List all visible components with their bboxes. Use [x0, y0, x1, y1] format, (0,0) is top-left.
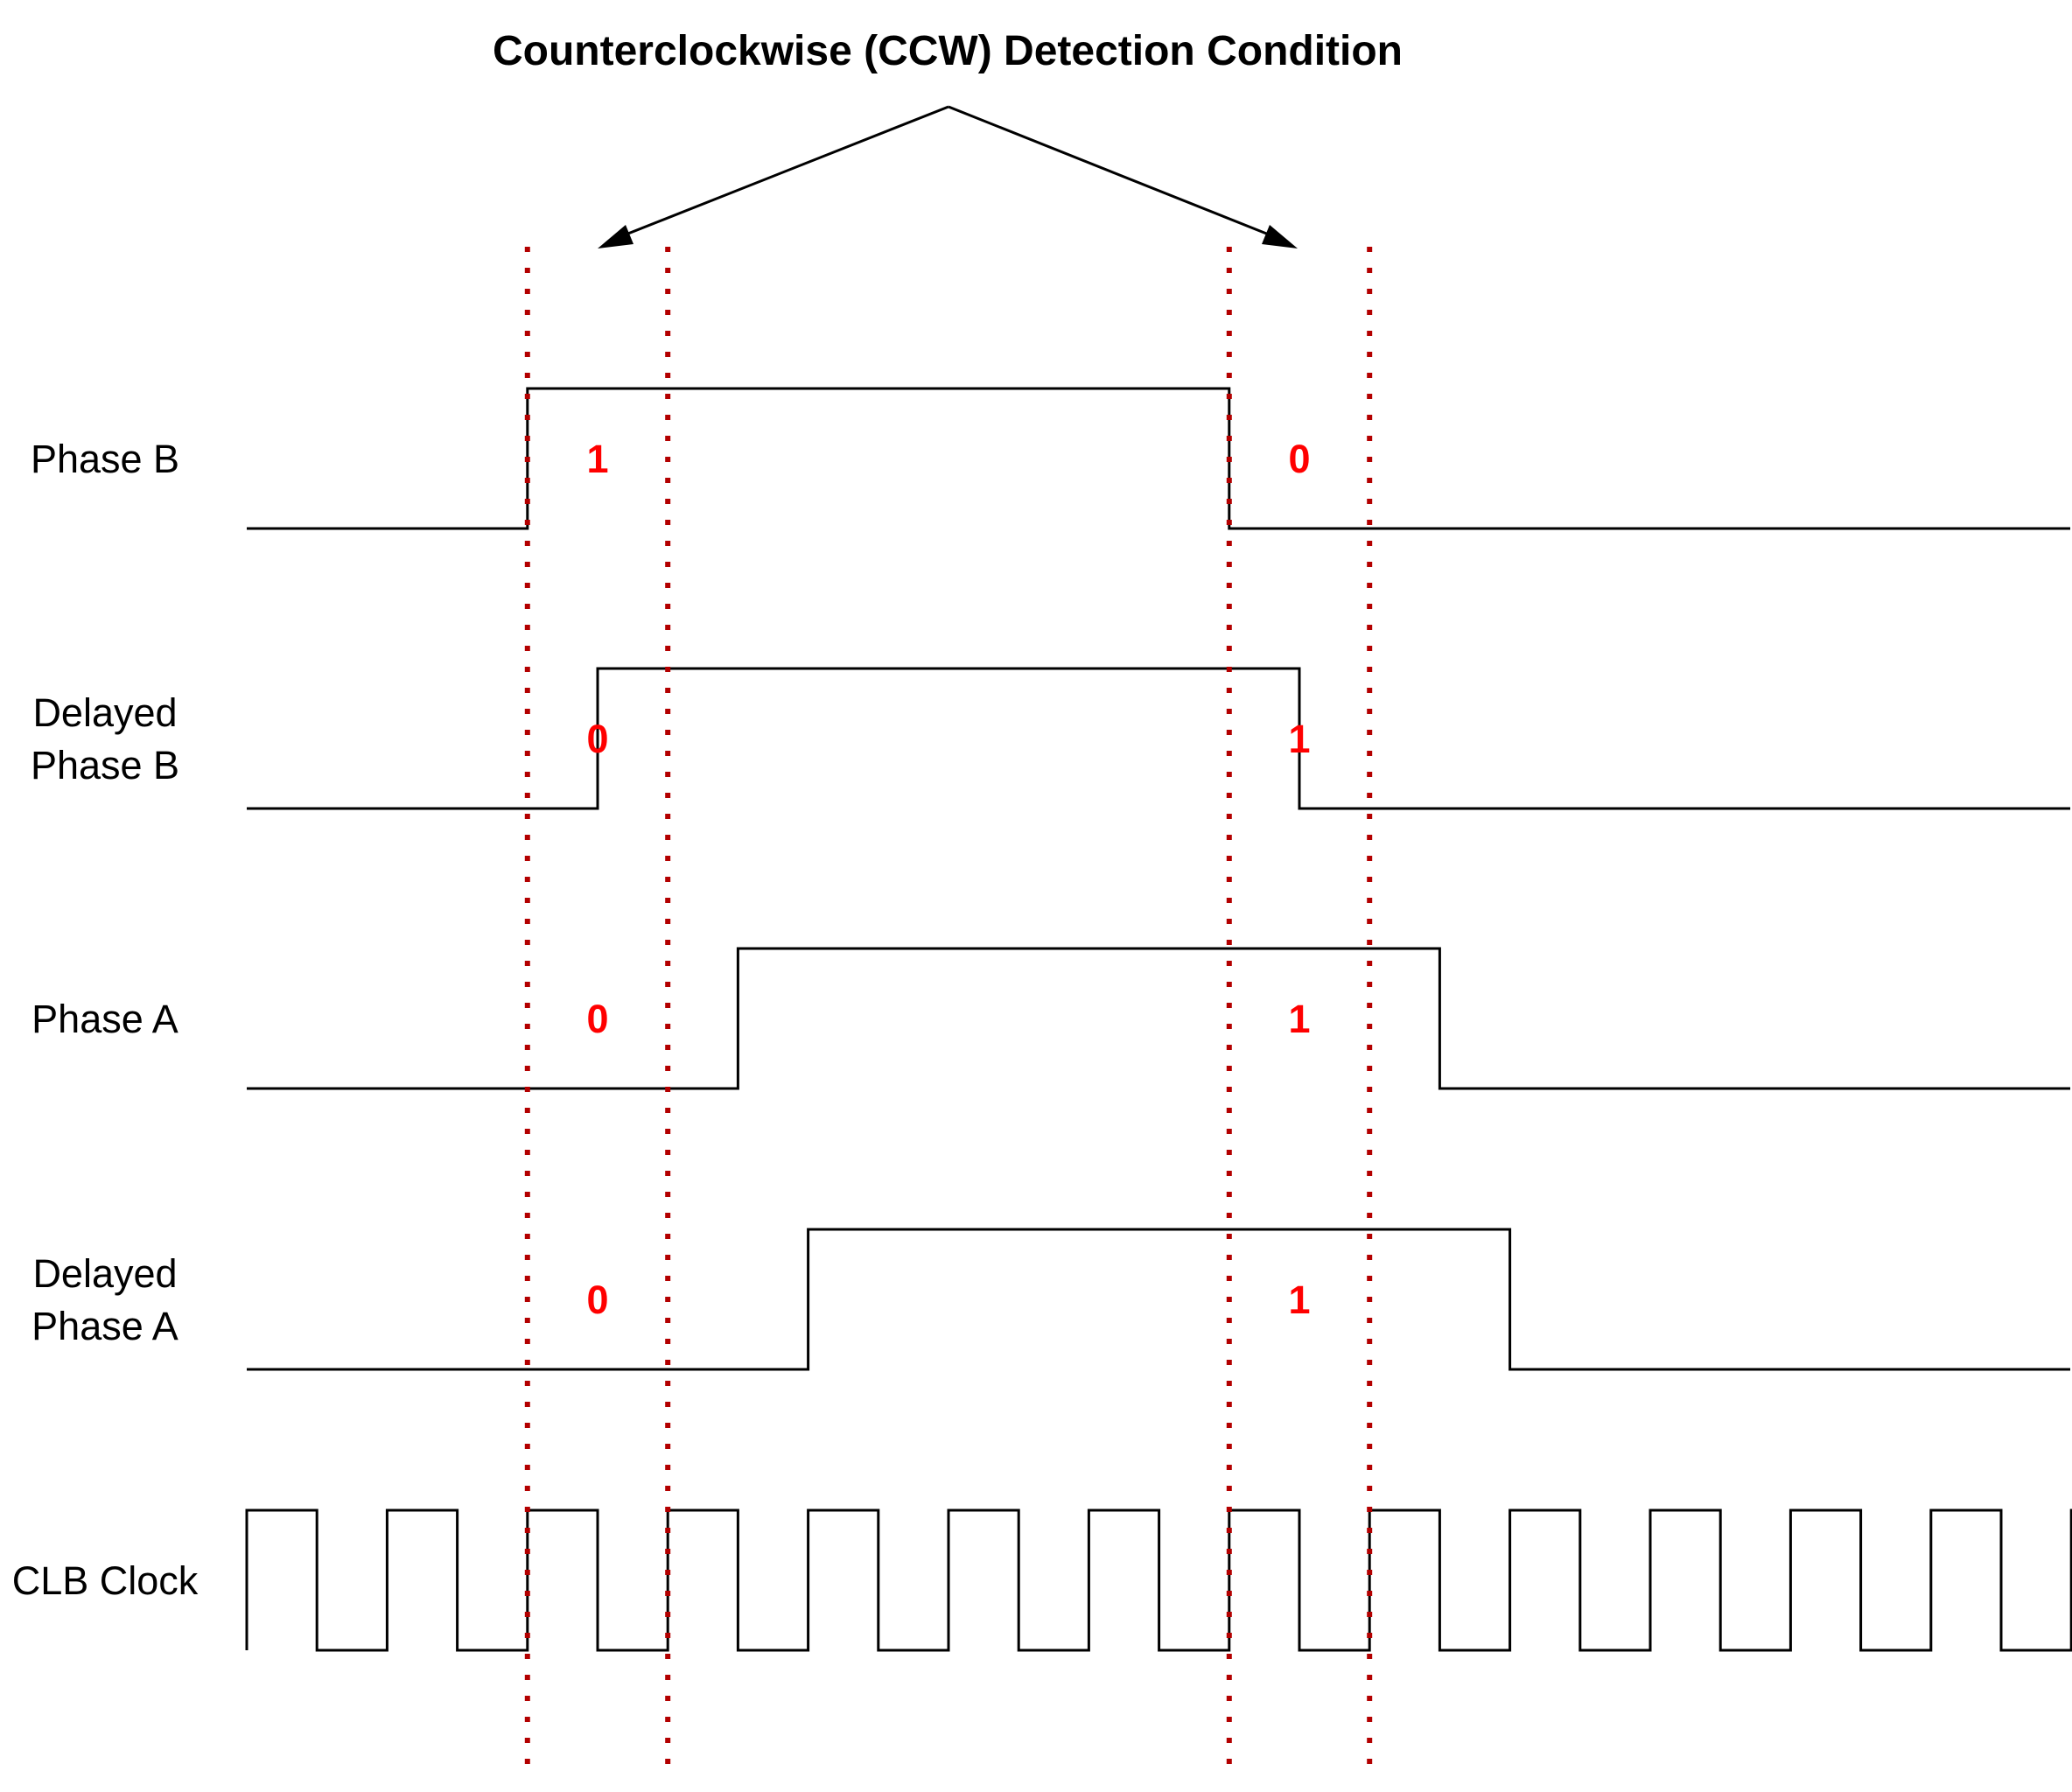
waveform [247, 387, 2070, 530]
detection-markers [524, 247, 1373, 1772]
bit-value: 1 [1288, 717, 1310, 761]
bit-value: 0 [586, 997, 608, 1041]
signal-row: Delayed Phase A 0 1 [32, 1228, 2070, 1371]
signal-label: Delayed [32, 1251, 177, 1296]
waveform [247, 1228, 2070, 1371]
arrow-right-line [948, 105, 1287, 243]
signal-label: Phase B [31, 437, 179, 481]
signal-label: CLB Clock [12, 1558, 199, 1603]
signal-label: Delayed [32, 690, 177, 735]
signal-row: CLB Clock [12, 1508, 2072, 1652]
bit-value: 0 [586, 1278, 608, 1322]
waveform [245, 1508, 2072, 1652]
diagram-title: Counterclockwise (CCW) Detection Conditi… [493, 28, 1403, 74]
signal-label: Phase A [32, 1304, 178, 1348]
signal-label: Phase B [31, 743, 179, 788]
signal-label: Phase A [32, 997, 178, 1041]
signal-row: Phase A 0 1 [32, 947, 2070, 1090]
waveform [247, 947, 2070, 1090]
arrow-left-line [607, 105, 949, 243]
bit-value: 1 [1288, 997, 1310, 1041]
arrow-right-head [1262, 225, 1298, 248]
bit-value: 0 [1288, 437, 1310, 481]
signal-row: Phase B 1 0 [31, 387, 2070, 530]
bit-value: 0 [586, 717, 608, 761]
waveform [247, 667, 2070, 810]
bit-value: 1 [1288, 1278, 1310, 1322]
signal-row: Delayed Phase B 0 1 [31, 667, 2070, 810]
detection-arrows [598, 105, 1298, 248]
arrow-left-head [598, 225, 634, 248]
bit-value: 1 [586, 437, 608, 481]
